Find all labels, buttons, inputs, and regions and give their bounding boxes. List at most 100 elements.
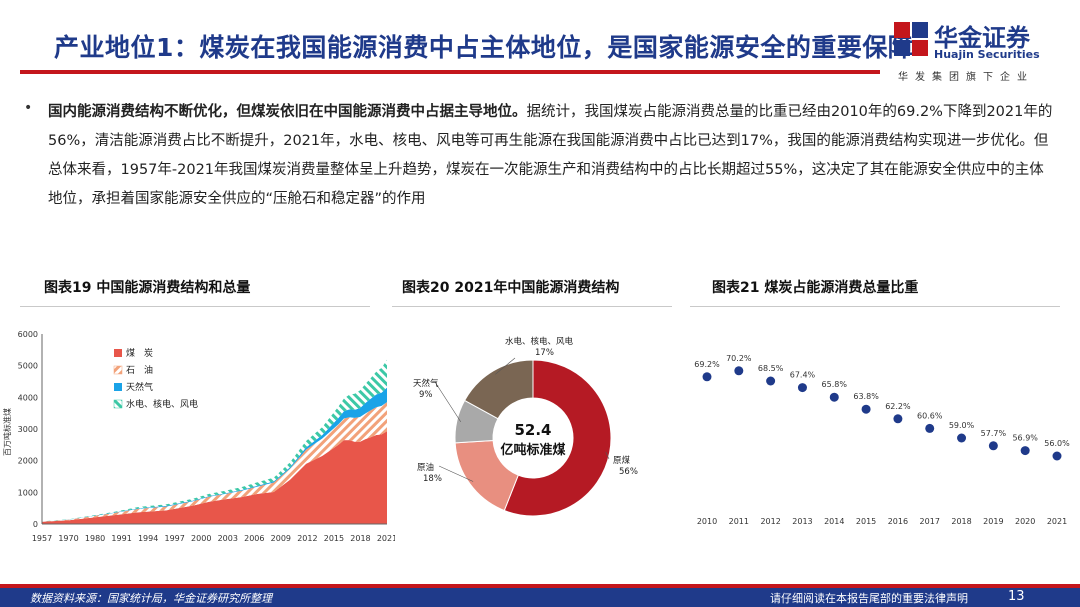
chart20-slice-value: 56% xyxy=(619,467,638,477)
chart21-point xyxy=(1020,446,1030,456)
chart19-ylabel: 百万吨标准煤 xyxy=(2,408,12,456)
chart19-xtick-label: 1980 xyxy=(85,534,105,543)
chart19-legend-swatch xyxy=(113,365,123,375)
chart19-legend-swatch xyxy=(114,349,122,357)
chart19-xtick-label: 1957 xyxy=(32,534,52,543)
chart19-ytick-label: 2000 xyxy=(18,457,38,466)
chart19-stacked-area: 0 1000 2000 3000 4000 5000 6000 百万吨标准煤 1957 1970 1… xyxy=(2,330,395,543)
chart21-data-label: 65.8% xyxy=(822,380,848,389)
chart21-data-label: 63.8% xyxy=(853,392,879,401)
logo-mark-icon xyxy=(894,22,928,56)
chart19-area-1 xyxy=(42,431,387,524)
chart20-slice-1 xyxy=(503,359,612,517)
chart20-center-unit: 亿吨标准煤 xyxy=(500,442,565,458)
chart20-leader-line xyxy=(605,451,610,460)
chart21-title: 图表21 煤炭占能源消费总量比重 xyxy=(712,280,919,296)
company-logo: 华金证券 Huajin Securities 华发集团旗下企业 xyxy=(890,18,1065,83)
chart19-area-2 xyxy=(42,402,387,522)
chart19-xtick-label: 2003 xyxy=(218,534,238,543)
chart20-slice-name: 水电、核电、风电 xyxy=(505,336,574,347)
chart21-data-label: 67.4% xyxy=(790,371,816,380)
chart20-slice-name: 原煤 xyxy=(613,455,631,466)
chart19-ytick-label: 3000 xyxy=(18,425,38,434)
chart19-ytick-label: 5000 xyxy=(18,362,38,371)
chart21-point xyxy=(925,423,935,433)
chart19-legend-label: 水电、核电、风电 xyxy=(126,398,198,410)
chart19-xtick-label: 2021 xyxy=(377,534,395,543)
chart21-point xyxy=(861,404,871,414)
chart21-data-label: 69.2% xyxy=(694,360,720,369)
chart21-xtick-label: 2014 xyxy=(824,517,844,526)
chart19-legend-swatch xyxy=(113,399,123,409)
chart19-xtick-label: 1991 xyxy=(111,534,131,543)
chart20-title: 图表20 2021年中国能源消费结构 xyxy=(402,280,620,296)
summary-bullet: • 国内能源消费结构不断优化，但煤炭依旧在中国能源消费中占据主导地位。据统计，我… xyxy=(24,98,1054,214)
chart19-legend-swatch xyxy=(114,383,122,391)
chart19-ytick-label: 1000 xyxy=(18,488,38,497)
chart21-xtick-label: 2017 xyxy=(920,517,940,526)
chart20-leader-line xyxy=(434,381,462,423)
summary-lead: 国内能源消费结构不断优化，但煤炭依旧在中国能源消费中占据主导地位。 xyxy=(48,104,527,120)
chart21-title-divider xyxy=(690,306,1060,307)
chart20-leader-line xyxy=(495,357,516,375)
data-source: 数据资料来源：国家统计局，华金证券研究所整理 xyxy=(30,592,272,605)
chart20-slice-name: 天然气 xyxy=(413,378,439,389)
chart21-point xyxy=(988,441,998,451)
chart21-data-label: 68.5% xyxy=(758,364,784,373)
chart19-ytick-label: 0 xyxy=(33,520,38,529)
chart19-xtick-label: 1994 xyxy=(138,534,158,543)
chart21-xtick-label: 2011 xyxy=(729,517,749,526)
chart21-data-label: 62.2% xyxy=(885,402,911,411)
chart21-point xyxy=(702,372,712,382)
chart19-legend-label: 天然气 xyxy=(126,381,153,393)
chart21-xtick-label: 2021 xyxy=(1047,517,1067,526)
bullet-dot-icon: • xyxy=(24,100,33,116)
chart21-xtick-label: 2013 xyxy=(792,517,812,526)
chart21-dot-plot: 69.2% 2010 70.2% 2011 68.5% 2012 67.4% 2013 65.8… xyxy=(694,354,1070,526)
summary-body: 据统计，我国煤炭占能源消费总量的比重已经由2010年的69.2%下降到2021年… xyxy=(48,104,1053,207)
chart21-data-label: 57.7% xyxy=(981,429,1007,438)
title-underline xyxy=(20,70,880,74)
chart19-xtick-label: 2015 xyxy=(324,534,344,543)
chart19-ytick-label: 6000 xyxy=(18,330,38,339)
legal-note: 请仔细阅读在本报告尾部的重要法律声明 xyxy=(770,592,968,605)
chart19-legend-label: 煤 炭 xyxy=(126,347,153,359)
chart19-title-divider xyxy=(20,306,370,307)
chart20-slice-value: 17% xyxy=(535,348,554,358)
chart21-point xyxy=(829,392,839,402)
chart20-slice-name: 原油 xyxy=(417,462,434,473)
logo-english-name: Huajin Securities xyxy=(934,48,1040,61)
chart21-point xyxy=(957,433,967,443)
chart21-xtick-label: 2019 xyxy=(983,517,1003,526)
chart20-center-value: 52.4 xyxy=(514,421,551,439)
page-number: 13 xyxy=(1008,589,1025,604)
chart21-point xyxy=(1052,451,1062,461)
logo-chinese-name: 华金证券 xyxy=(934,24,1030,52)
chart21-point xyxy=(766,376,776,386)
chart19-xtick-label: 1997 xyxy=(165,534,185,543)
chart19-xtick-label: 2018 xyxy=(350,534,370,543)
chart20-slice-value: 9% xyxy=(419,390,433,400)
chart19-legend-label: 石 油 xyxy=(126,364,153,376)
chart21-xtick-label: 2018 xyxy=(951,517,971,526)
chart20-leader-line xyxy=(438,465,474,482)
chart21-data-label: 60.6% xyxy=(917,411,943,420)
chart19-xtick-label: 2000 xyxy=(191,534,211,543)
chart21-data-label: 59.0% xyxy=(949,421,975,430)
chart20-slice-4 xyxy=(463,359,534,420)
chart21-data-label: 70.2% xyxy=(726,354,752,363)
chart20-title-divider xyxy=(392,306,672,307)
chart19-xtick-label: 1970 xyxy=(58,534,78,543)
footer-bar: 数据资料来源：国家统计局，华金证券研究所整理 请仔细阅读在本报告尾部的重要法律声… xyxy=(0,588,1080,607)
chart19-xtick-label: 2009 xyxy=(271,534,291,543)
chart21-data-label: 56.9% xyxy=(1012,434,1038,443)
chart21-xtick-label: 2015 xyxy=(856,517,876,526)
chart21-point xyxy=(893,414,903,424)
chart19-title: 图表19 中国能源消费结构和总量 xyxy=(44,280,251,296)
chart21-xtick-label: 2012 xyxy=(760,517,780,526)
chart21-point xyxy=(797,383,807,393)
logo-subtitle: 华发集团旗下企业 xyxy=(898,72,1034,83)
chart19-ytick-label: 4000 xyxy=(18,393,38,402)
chart19-xtick-label: 2006 xyxy=(244,534,264,543)
